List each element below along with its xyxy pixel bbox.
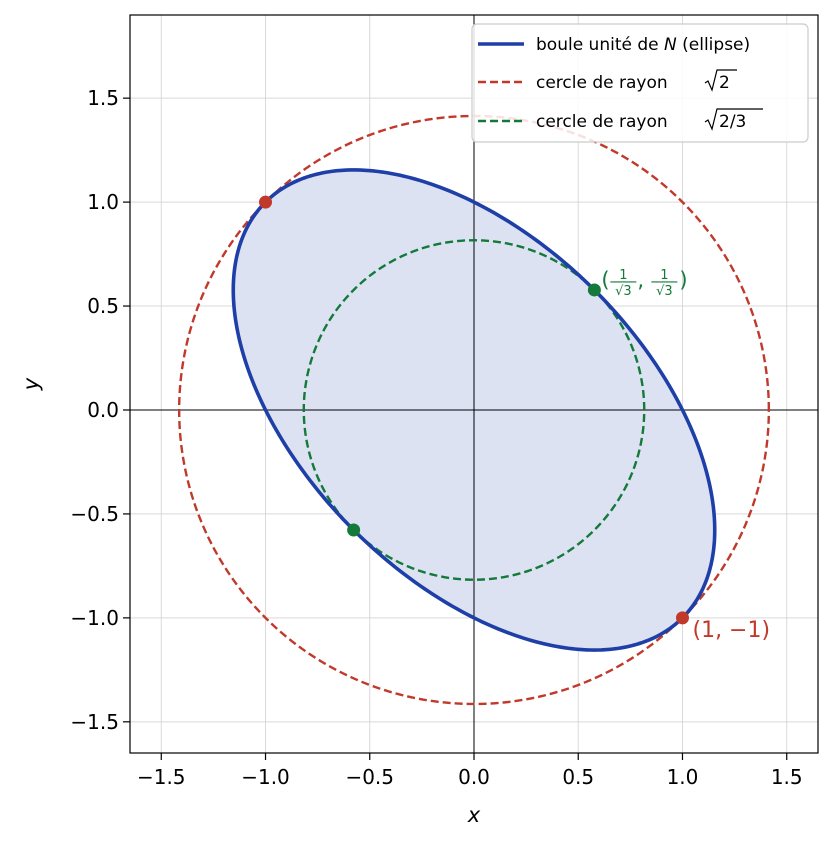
- y-tick-label: 0.0: [87, 398, 119, 422]
- point-marker: [587, 283, 601, 297]
- annotation-point-inv-sqrt3: (1√3, 1√3): [601, 268, 687, 299]
- point-marker: [259, 195, 273, 209]
- y-axis-label: y: [19, 377, 43, 391]
- legend-label-circle-sqrt2: cercle de rayon: [536, 73, 668, 93]
- circle-sqrt2-curve: [177, 114, 771, 706]
- y-tick-label: 0.5: [87, 294, 119, 318]
- y-tick-label: −0.5: [70, 502, 119, 526]
- fraction-denominator: √3: [615, 284, 632, 299]
- x-tick-label: 0.0: [458, 765, 490, 789]
- point-marker: [675, 611, 689, 625]
- x-tick-label: 1.0: [667, 765, 699, 789]
- x-tick-label: −1.5: [137, 765, 186, 789]
- x-tick-label: −1.0: [241, 765, 290, 789]
- legend: boule unité de N (ellipse) cercle de rayo…: [471, 23, 809, 143]
- y-tick-label: −1.0: [70, 606, 119, 630]
- fraction-numerator: 1: [660, 268, 668, 283]
- sqrt-symbol: [704, 69, 737, 92]
- paren-open: (: [601, 268, 609, 292]
- legend-label-circle-sqrt2-3: cercle de rayon: [536, 112, 668, 132]
- y-tick-label: 1.5: [87, 86, 119, 110]
- x-tick-label: 0.5: [562, 765, 594, 789]
- x-axis-label: x: [467, 803, 481, 827]
- fraction-denominator: √3: [656, 284, 673, 299]
- circle-sqrt2-3-curve: [302, 239, 646, 581]
- ticks: −1.5 −1.0 −0.5 0.0 0.5 1.0 1.5 −1.5 −1.0 −0.5 0.0 0…: [70, 86, 802, 789]
- fraction-numerator: 1: [619, 268, 627, 283]
- annotations: (1, −1)(1√3, 1√3): [601, 268, 770, 643]
- x-tick-label: −0.5: [345, 765, 394, 789]
- points: [259, 195, 689, 625]
- sqrt-symbol: [704, 108, 763, 131]
- annotation-point-1-minus1: (1, −1): [692, 618, 770, 643]
- y-tick-label: 1.0: [87, 190, 119, 214]
- paren-close: ): [679, 268, 687, 292]
- legend-box: [471, 23, 809, 143]
- legend-label-ellipse: boule unité de N (ellipse): [536, 35, 750, 55]
- legend-radicand-2: 2: [719, 73, 730, 93]
- y-tick-label: −1.5: [70, 710, 119, 734]
- comma: ,: [637, 268, 644, 292]
- x-tick-label: 1.5: [771, 765, 803, 789]
- legend-radicand-2-3: 2/3: [719, 112, 746, 132]
- point-marker: [347, 523, 361, 537]
